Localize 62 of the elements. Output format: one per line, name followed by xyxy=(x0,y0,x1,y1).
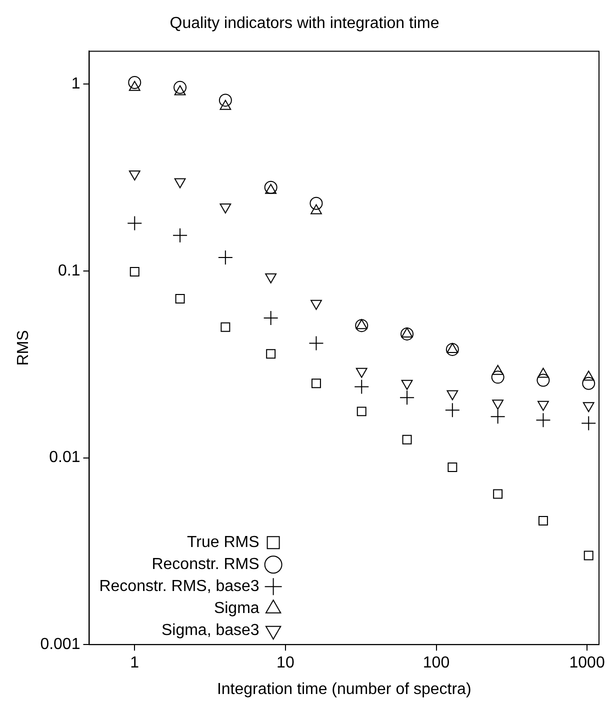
point xyxy=(448,462,458,472)
point xyxy=(128,76,142,89)
point xyxy=(538,516,548,526)
x-tick-label: 1000 xyxy=(569,654,605,672)
x-tick-label: 10 xyxy=(276,654,294,672)
y-tick-label: 0.01 xyxy=(49,449,80,466)
point xyxy=(491,370,504,384)
point xyxy=(311,378,321,388)
point xyxy=(218,250,233,266)
legend-label: Reconstr. RMS, base3 xyxy=(99,578,260,596)
point xyxy=(582,376,596,390)
point xyxy=(401,380,413,390)
point xyxy=(264,180,278,194)
y-tick-label: 0.1 xyxy=(58,262,80,280)
point xyxy=(581,416,596,431)
point xyxy=(356,319,368,330)
legend-label: Sigma, base3 xyxy=(161,622,260,640)
chart-title: Quality indicators with integration time xyxy=(170,15,440,32)
x-axis-title: Integration time (number of spectra) xyxy=(216,680,472,698)
point xyxy=(492,400,504,410)
point xyxy=(308,336,324,351)
x-tick-label: 100 xyxy=(422,654,450,672)
point xyxy=(127,216,142,231)
point xyxy=(174,80,187,94)
point xyxy=(218,94,232,107)
point xyxy=(584,550,594,560)
point xyxy=(493,489,503,499)
point xyxy=(310,300,322,310)
point xyxy=(175,294,185,304)
point xyxy=(355,319,368,332)
legend-label: Reconstr. RMS xyxy=(152,556,260,574)
point xyxy=(130,267,140,276)
point xyxy=(490,409,506,424)
point xyxy=(446,390,458,400)
point xyxy=(536,412,551,428)
point xyxy=(356,406,366,416)
point xyxy=(538,400,549,411)
point xyxy=(310,196,323,210)
point xyxy=(263,310,278,326)
point xyxy=(356,368,368,378)
point xyxy=(400,390,415,406)
y-tick-label: 0.001 xyxy=(40,636,80,654)
point xyxy=(220,322,230,332)
point xyxy=(265,184,277,194)
point xyxy=(402,434,412,444)
point xyxy=(266,349,276,359)
point xyxy=(354,379,370,394)
point xyxy=(220,100,232,110)
x-tick-label: 1 xyxy=(130,654,140,672)
point xyxy=(172,228,188,243)
point xyxy=(446,342,459,356)
legend-label: Sigma xyxy=(214,600,260,618)
point xyxy=(174,85,186,96)
point xyxy=(536,374,550,387)
point xyxy=(400,327,414,340)
point xyxy=(444,402,460,418)
point xyxy=(128,80,140,91)
legend-label: True RMS xyxy=(186,534,260,552)
point xyxy=(582,402,594,412)
y-axis-title: RMS xyxy=(15,330,32,366)
point xyxy=(310,204,322,214)
y-tick-label: 1 xyxy=(71,76,80,93)
